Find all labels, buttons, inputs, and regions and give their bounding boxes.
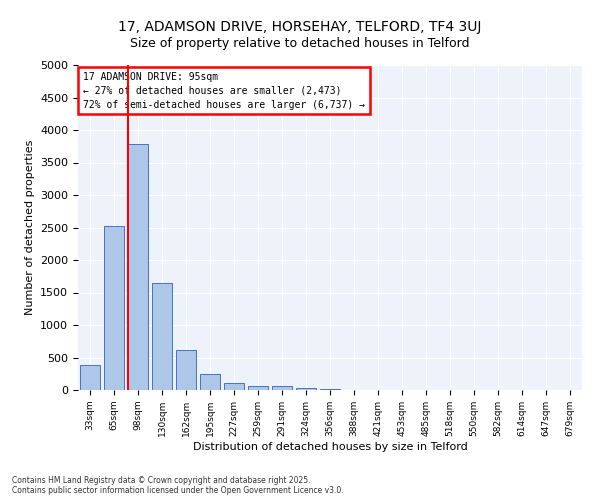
Bar: [224, 383, 244, 390]
Bar: [128, 144, 148, 390]
X-axis label: Distribution of detached houses by size in Telford: Distribution of detached houses by size …: [193, 442, 467, 452]
Bar: [320, 389, 340, 390]
Bar: [200, 374, 220, 390]
Y-axis label: Number of detached properties: Number of detached properties: [25, 140, 35, 315]
Bar: [176, 350, 196, 390]
Bar: [272, 386, 292, 390]
Text: Contains HM Land Registry data © Crown copyright and database right 2025.
Contai: Contains HM Land Registry data © Crown c…: [12, 476, 344, 495]
Bar: [248, 386, 268, 390]
Text: Size of property relative to detached houses in Telford: Size of property relative to detached ho…: [130, 38, 470, 51]
Bar: [80, 366, 100, 390]
Text: 17, ADAMSON DRIVE, HORSEHAY, TELFORD, TF4 3UJ: 17, ADAMSON DRIVE, HORSEHAY, TELFORD, TF…: [118, 20, 482, 34]
Text: 17 ADAMSON DRIVE: 95sqm
← 27% of detached houses are smaller (2,473)
72% of semi: 17 ADAMSON DRIVE: 95sqm ← 27% of detache…: [83, 72, 365, 110]
Bar: [296, 388, 316, 390]
Bar: [104, 226, 124, 390]
Bar: [152, 283, 172, 390]
